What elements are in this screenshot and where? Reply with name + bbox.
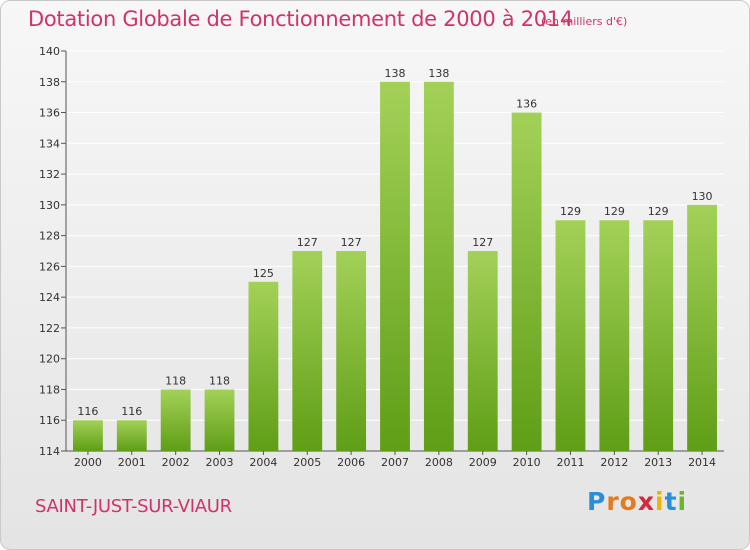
- data-label: 136: [516, 98, 537, 111]
- commune-name: SAINT-JUST-SUR-VIAUR: [35, 496, 232, 517]
- logo-letter: t: [664, 487, 678, 516]
- data-label: 127: [341, 236, 362, 249]
- y-tick-label: 124: [39, 291, 60, 304]
- y-tick-label: 128: [39, 230, 60, 243]
- x-tick-label: 2005: [293, 456, 321, 469]
- bar-chart: 116 116 118 118 125 127 127 138 138 127 136 129 129 1…: [39, 45, 724, 469]
- y-tick-label: 114: [39, 445, 60, 458]
- data-label: 118: [209, 374, 230, 387]
- bar: [160, 389, 191, 451]
- bar: [292, 251, 323, 451]
- x-tick-label: 2007: [381, 456, 409, 469]
- x-tick-label: 2003: [206, 456, 234, 469]
- data-label: 129: [604, 205, 625, 218]
- x-tick-label: 2008: [425, 456, 453, 469]
- x-tick-label: 2004: [249, 456, 277, 469]
- x-tick-label: 2011: [556, 456, 584, 469]
- x-tick-label: 2010: [513, 456, 541, 469]
- bar: [73, 420, 103, 451]
- y-tick-label: 134: [39, 137, 60, 150]
- x-tick-label: 2012: [600, 456, 628, 469]
- y-tick-label: 132: [39, 168, 60, 181]
- logo-letter: i: [677, 487, 688, 516]
- x-tick-label: 2009: [469, 456, 497, 469]
- x-tick-label: 2002: [162, 456, 190, 469]
- logo-letter: r: [606, 487, 620, 516]
- bar: [248, 281, 279, 451]
- data-label: 125: [253, 267, 274, 280]
- bar: [643, 220, 674, 451]
- chart-subtitle: (en milliers d'€): [541, 15, 628, 28]
- data-label: 130: [692, 190, 713, 203]
- data-label: 138: [428, 67, 449, 80]
- bar: [599, 220, 630, 451]
- logo-letter: i: [655, 487, 665, 516]
- bar: [423, 81, 454, 452]
- bar: [467, 251, 498, 451]
- data-label: 127: [472, 236, 493, 249]
- data-label: 116: [77, 405, 98, 418]
- bar: [555, 220, 586, 451]
- y-tick-label: 118: [39, 383, 60, 396]
- y-tick-label: 136: [39, 107, 60, 120]
- bar: [336, 251, 367, 451]
- y-tick-label: 116: [39, 414, 60, 427]
- data-label: 129: [560, 205, 581, 218]
- logo-letter: P: [587, 487, 607, 516]
- bar: [204, 389, 235, 451]
- data-label: 129: [648, 205, 669, 218]
- y-tick-label: 140: [39, 45, 60, 58]
- bar: [116, 420, 147, 451]
- data-labels: 116 116 118 118 125 127 127 138 138 127 136 129 129 1…: [77, 67, 712, 418]
- chart-title: Dotation Globale de Fonctionnement de 20…: [28, 7, 573, 31]
- data-label: 116: [121, 405, 142, 418]
- x-tick-label: 2013: [644, 456, 672, 469]
- logo-letter: x: [637, 487, 655, 516]
- x-tick-label: 2001: [118, 456, 146, 469]
- y-tick-label: 120: [39, 353, 60, 366]
- proxiti-logo[interactable]: Proxiti: [587, 487, 687, 516]
- x-tick-label: 2014: [688, 456, 716, 469]
- data-label: 118: [165, 374, 186, 387]
- bar: [511, 112, 542, 452]
- bar: [380, 81, 410, 452]
- x-tick-label: 2000: [74, 456, 102, 469]
- bars: [73, 81, 717, 452]
- logo-letter: o: [619, 487, 638, 516]
- y-tick-label: 126: [39, 260, 60, 273]
- y-tick-label: 130: [39, 199, 60, 212]
- x-tick-label: 2006: [337, 456, 365, 469]
- data-label: 127: [297, 236, 318, 249]
- tick-labels: 1141161181201221241261281301321341361381…: [39, 45, 716, 469]
- bar: [687, 204, 717, 451]
- data-label: 138: [385, 67, 406, 80]
- y-tick-label: 122: [39, 322, 60, 335]
- y-tick-label: 138: [39, 76, 60, 89]
